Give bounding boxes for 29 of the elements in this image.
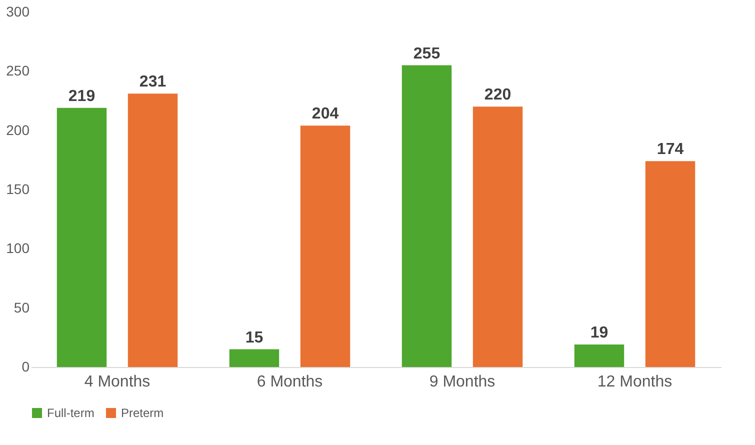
bar [128,94,178,367]
y-tick-label: 200 [6,122,30,138]
y-tick-label: 300 [6,4,30,20]
data-label: 19 [590,324,608,342]
data-label: 15 [245,329,264,346]
bar [645,161,696,367]
y-tick-label: 250 [6,62,30,79]
x-tick-label: 4 Months [84,374,150,390]
bar [56,108,107,367]
bar [472,106,523,367]
legend-label: Full-term [47,406,94,420]
bar [229,349,280,367]
data-label: 219 [68,88,96,105]
data-label: 231 [139,74,166,91]
y-tick-label: 150 [6,181,30,197]
x-tick-label: 12 Months [597,374,672,390]
y-tick-label: 0 [22,358,30,374]
y-tick-label: 50 [14,299,30,316]
bar [574,344,624,367]
data-label: 220 [484,86,512,104]
x-tick-label: 6 Months [256,374,323,390]
bar [402,65,452,367]
data-label: 204 [312,106,339,123]
legend-label: Preterm [121,406,164,420]
y-tick-label: 100 [6,240,30,256]
bar [300,126,350,367]
x-tick-label: 9 Months [429,374,496,390]
data-label: 255 [413,45,440,62]
data-label: 174 [656,141,684,158]
